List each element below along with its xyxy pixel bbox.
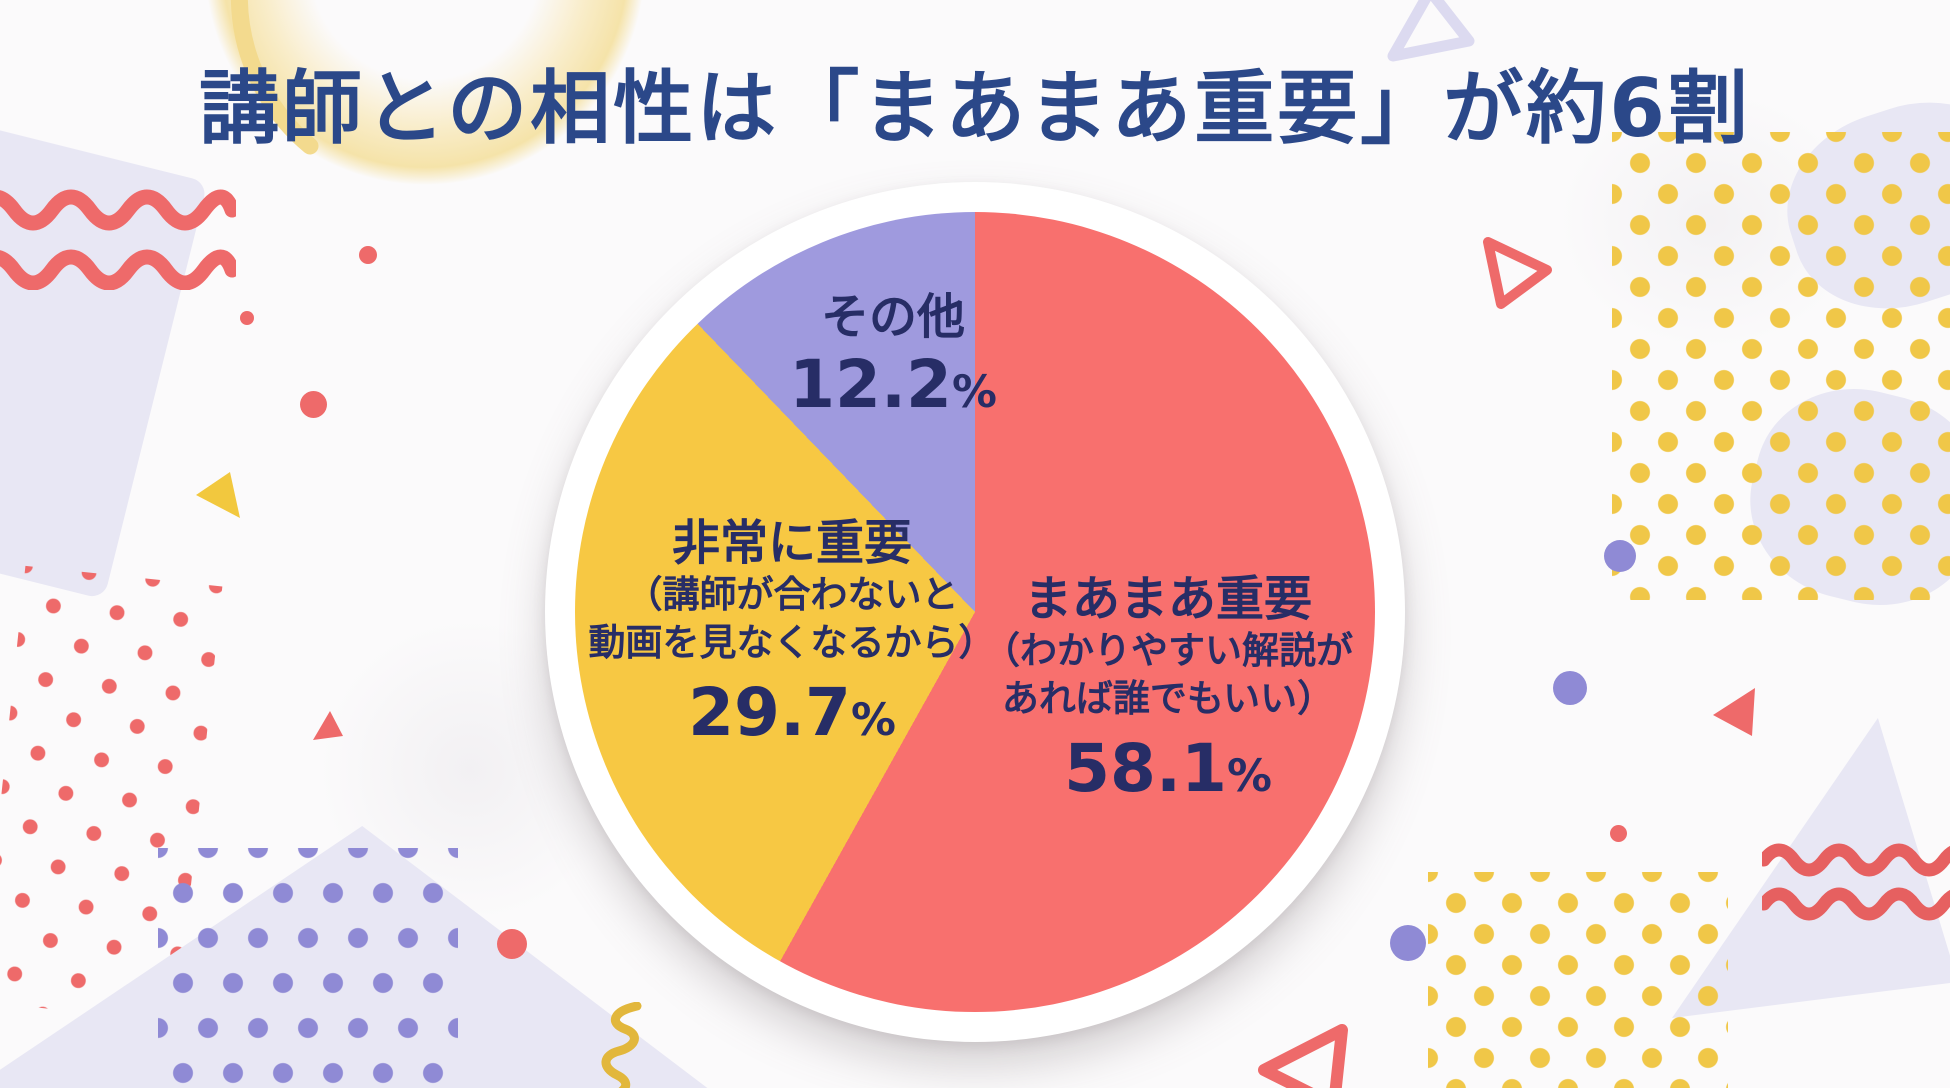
purple-dot: [1553, 671, 1587, 705]
purple-dot-grid: [158, 848, 458, 1088]
slice-name: その他: [820, 289, 965, 345]
red-outline-triangle: [1483, 237, 1552, 309]
slice-percent: 29.7%: [688, 674, 896, 752]
slice-label-yellow: 非常に重要 （講師が合わないと 動画を見なくなるから） 29.7%: [588, 515, 996, 752]
slice-label-purple: その他 12.2%: [789, 289, 997, 424]
yellow-squiggle-line: [601, 1002, 642, 1088]
pie-chart-ring: [545, 182, 1405, 1042]
pie-chart: [575, 212, 1375, 1012]
lavender-outline-triangle: [1387, 0, 1475, 62]
slice-sublabel-line: 動画を見なくなるから）: [588, 621, 996, 665]
purple-dot: [1390, 925, 1426, 961]
slice-label-red: まあまあ重要 （わかりやすい解説が あれば誰でもいい） 58.1%: [983, 571, 1353, 808]
yellow-crescent-shape: [230, 0, 319, 155]
slice-name: まあまあ重要: [1023, 571, 1312, 627]
slice-percent: 12.2%: [789, 346, 997, 424]
red-dot: [240, 311, 254, 325]
red-wavy-lines: [1762, 843, 1950, 921]
red-wavy-lines: [0, 189, 236, 290]
slice-sublabel-line: （わかりやすい解説が: [983, 629, 1353, 673]
yellow-triangle-shape: [196, 472, 240, 518]
purple-dot: [1604, 540, 1636, 572]
yellow-dot-grid: [1612, 132, 1950, 600]
red-dot: [300, 391, 327, 418]
red-triangle-shape: [313, 711, 343, 740]
slice-sublabel-line: （講師が合わないと: [625, 573, 959, 617]
slice-percent: 58.1%: [1064, 730, 1272, 808]
page-title: 講師との相性は「まあまあ重要」が約6割: [199, 62, 1751, 155]
red-dot: [1610, 825, 1627, 842]
slice-name: 非常に重要: [671, 515, 912, 571]
yellow-dot-grid: [1428, 872, 1728, 1088]
red-dot: [359, 246, 377, 264]
red-dot: [497, 929, 527, 959]
slice-sublabel-line: あれば誰でもいい）: [1001, 677, 1335, 721]
red-triangle-shape: [1713, 688, 1755, 736]
red-outline-triangle: [1258, 1024, 1348, 1088]
